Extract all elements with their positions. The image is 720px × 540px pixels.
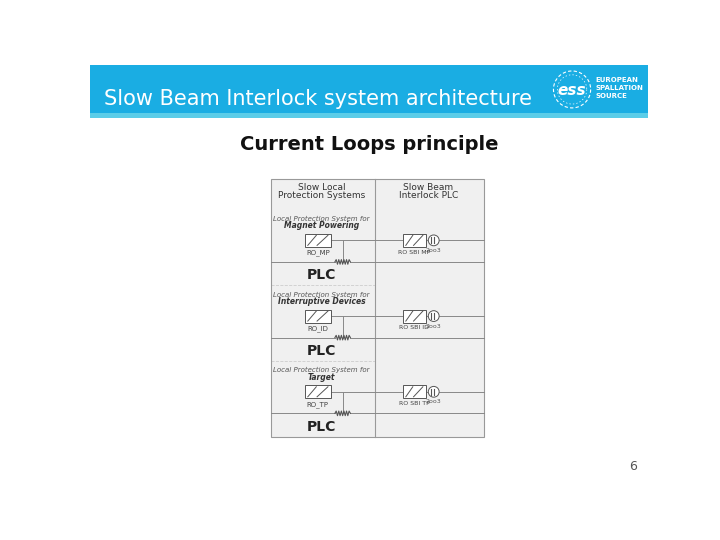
Text: Local Protection System for: Local Protection System for bbox=[274, 216, 370, 222]
Text: PLC: PLC bbox=[307, 420, 336, 434]
Text: 2oo3: 2oo3 bbox=[426, 400, 441, 404]
Text: Local Protection System for: Local Protection System for bbox=[274, 367, 370, 373]
Text: Protection Systems: Protection Systems bbox=[278, 191, 365, 200]
Text: PLC: PLC bbox=[307, 344, 336, 358]
Bar bbox=[305, 309, 331, 322]
Circle shape bbox=[428, 310, 439, 321]
Text: Current Loops principle: Current Loops principle bbox=[240, 134, 498, 153]
Bar bbox=[305, 385, 331, 399]
Circle shape bbox=[428, 235, 439, 246]
Text: Slow Local: Slow Local bbox=[298, 184, 346, 192]
Bar bbox=[402, 234, 426, 247]
Text: 2oo3: 2oo3 bbox=[426, 248, 441, 253]
Text: ess: ess bbox=[557, 83, 585, 98]
Text: EUROPEAN: EUROPEAN bbox=[595, 77, 638, 83]
Text: Interruptive Devices: Interruptive Devices bbox=[278, 297, 366, 306]
Bar bbox=[271, 179, 484, 437]
Text: RO SBI ID: RO SBI ID bbox=[400, 325, 429, 330]
Text: 2oo3: 2oo3 bbox=[426, 324, 441, 329]
Text: PLC: PLC bbox=[307, 268, 336, 282]
Bar bbox=[305, 234, 331, 247]
Circle shape bbox=[428, 387, 439, 397]
Text: RO SBI TP: RO SBI TP bbox=[399, 401, 430, 406]
Bar bbox=[90, 65, 648, 112]
Text: RO SBI MP: RO SBI MP bbox=[398, 249, 431, 254]
Bar bbox=[90, 112, 648, 118]
Text: RO_ID: RO_ID bbox=[307, 325, 328, 332]
Bar bbox=[402, 309, 426, 322]
Text: Interlock PLC: Interlock PLC bbox=[399, 191, 458, 200]
Text: Magnet Powering: Magnet Powering bbox=[284, 221, 359, 230]
Bar bbox=[402, 385, 426, 399]
Text: Target: Target bbox=[308, 373, 336, 382]
Text: Local Protection System for: Local Protection System for bbox=[274, 292, 370, 298]
Text: Slow Beam: Slow Beam bbox=[403, 184, 454, 192]
Text: SOURCE: SOURCE bbox=[595, 92, 627, 99]
Text: SPALLATION: SPALLATION bbox=[595, 85, 643, 91]
Text: RO_MP: RO_MP bbox=[306, 249, 330, 256]
Text: 6: 6 bbox=[629, 460, 637, 473]
Text: Slow Beam Interlock system architecture: Slow Beam Interlock system architecture bbox=[104, 89, 532, 109]
Text: RO_TP: RO_TP bbox=[307, 401, 329, 408]
